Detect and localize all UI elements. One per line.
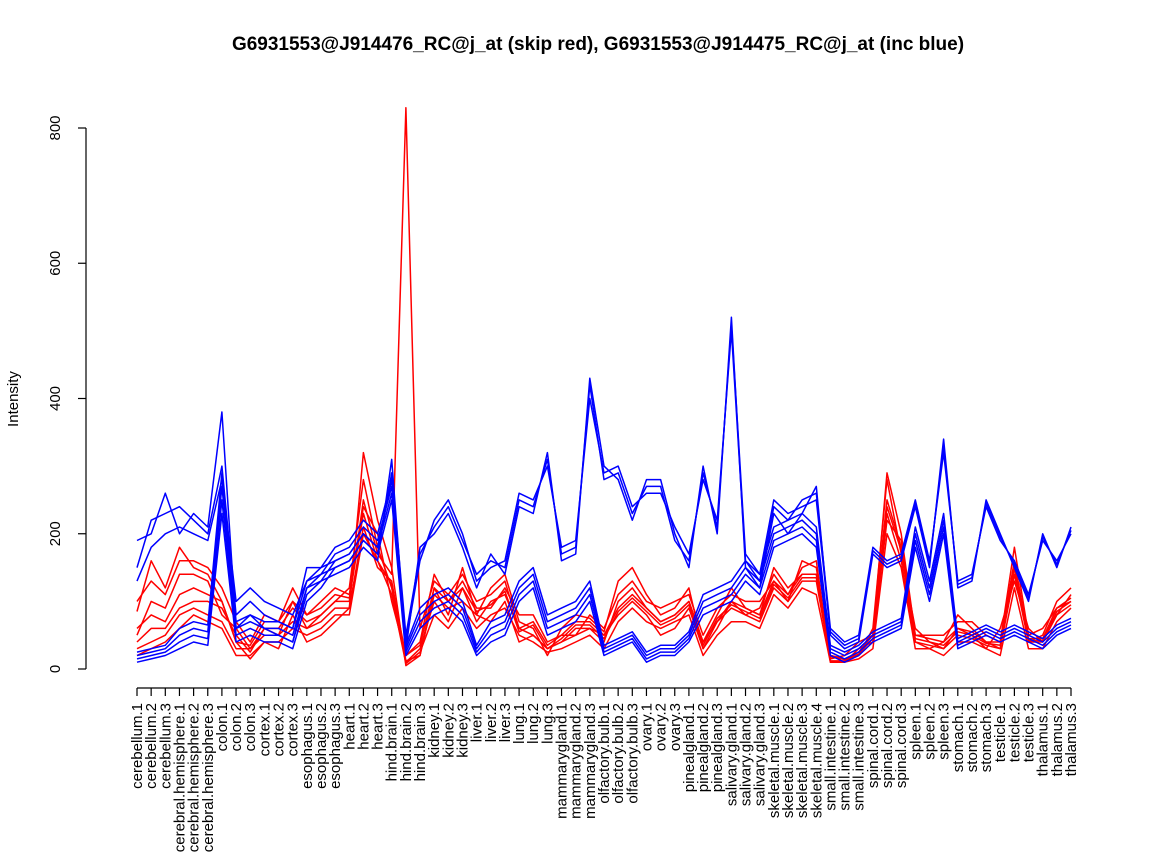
x-tick-label: cortex.3	[285, 703, 302, 756]
y-axis: 0 200 400 600 800	[47, 115, 87, 673]
x-tick-label: heart.1	[341, 703, 358, 750]
x-tick-label: stomach.3	[978, 703, 995, 772]
x-tick-label: salivary.gland.3	[752, 703, 769, 806]
x-tick-label: cerebral.hemisphere.3	[200, 703, 217, 852]
x-tick-label: thalamus.1	[1035, 703, 1052, 776]
x-tick-label: cerebellum.1	[129, 703, 146, 789]
x-tick-label: skeletal.muscle.3	[794, 703, 811, 818]
x-tick-label: pinealgland.1	[681, 703, 698, 792]
x-tick-label: colon.1	[214, 703, 231, 751]
x-tick-label: testicle.3	[1021, 703, 1038, 762]
series-line-inc-13	[136, 485, 1072, 657]
x-tick-label: cerebellum.3	[157, 703, 174, 789]
x-tick-label: olfactory.bulb.1	[596, 703, 613, 804]
x-tick-label: liver.2	[483, 703, 500, 742]
x-tick-label: testicle.2	[1006, 703, 1023, 762]
x-tick-label: mammarygland.1	[554, 703, 571, 819]
x-tick-label: esophagus.1	[299, 703, 316, 789]
x-tick-label: salivary.gland.1	[723, 703, 740, 806]
x-tick-label: hind.brain.3	[412, 703, 429, 781]
x-tick-label: cortex.1	[256, 703, 273, 756]
x-tick-label: ovary.3	[667, 703, 684, 751]
x-tick-label: cerebellum.2	[143, 703, 160, 789]
x-tick-label: hind.brain.2	[398, 703, 415, 781]
x-tick-label: spleen.1	[907, 703, 924, 760]
x-tick-label: kidney.1	[426, 703, 443, 758]
plot-area	[136, 106, 1072, 667]
series-line-inc-12	[136, 492, 1072, 660]
x-tick-label: colon.3	[242, 703, 259, 751]
x-tick-label: lung.1	[511, 703, 528, 744]
chart-title: G6931553@J914476_RC@j_at (skip red), G69…	[232, 34, 964, 55]
x-tick-label: pinealgland.3	[709, 703, 726, 792]
series-line-skip-7	[136, 505, 1072, 661]
x-tick-label: stomach.2	[964, 703, 981, 772]
series-line-inc-14	[136, 472, 1072, 653]
x-tick-label: spleen.2	[921, 703, 938, 760]
x-tick-label: pinealgland.2	[695, 703, 712, 792]
x-tick-label: spinal.cord.2	[879, 703, 896, 788]
x-tick-label: salivary.gland.2	[738, 703, 755, 806]
x-tick-label: cerebral.hemisphere.1	[171, 703, 188, 852]
y-tick-label: 400	[47, 386, 64, 411]
y-tick-label: 0	[47, 665, 64, 673]
x-tick-label: olfactory.bulb.2	[610, 703, 627, 804]
y-axis-label: Intensity	[5, 371, 22, 427]
x-tick-label: colon.2	[228, 703, 245, 751]
x-tick-label: spinal.cord.3	[893, 703, 910, 788]
x-tick-label: thalamus.2	[1049, 703, 1066, 776]
x-tick-label: skeletal.muscle.2	[780, 703, 797, 818]
x-tick-label: kidney.2	[440, 703, 457, 758]
y-tick-label: 800	[47, 115, 64, 140]
series-line-inc-11	[136, 499, 1072, 663]
x-tick-label: skeletal.muscle.1	[766, 703, 783, 818]
x-tick-label: ovary.2	[653, 703, 670, 751]
series-line-inc-8	[136, 316, 1072, 650]
x-tick-label: lung.2	[525, 703, 542, 744]
x-tick-label: small.intestine.3	[851, 703, 868, 811]
x-tick-label: hind.brain.1	[384, 703, 401, 781]
x-tick-label: small.intestine.2	[837, 703, 854, 811]
x-tick-label: heart.3	[370, 703, 387, 750]
x-axis: cerebellum.1cerebellum.2cerebellum.3cere…	[129, 687, 1080, 852]
x-tick-label: spleen.3	[936, 703, 953, 760]
x-tick-label: small.intestine.1	[822, 703, 839, 811]
x-tick-label: ovary.1	[638, 703, 655, 751]
x-tick-label: olfactory.bulb.3	[624, 703, 641, 804]
x-tick-label: liver.3	[497, 703, 514, 742]
x-tick-label: testicle.1	[992, 703, 1009, 762]
y-tick-label: 200	[47, 521, 64, 546]
x-tick-label: mammarygland.3	[582, 703, 599, 819]
x-tick-label: liver.1	[469, 703, 486, 742]
x-tick-label: cerebral.hemisphere.2	[186, 703, 203, 852]
x-tick-label: esophagus.2	[313, 703, 330, 789]
x-tick-label: spinal.cord.1	[865, 703, 882, 788]
x-tick-label: skeletal.muscle.4	[808, 703, 825, 818]
y-tick-label: 600	[47, 251, 64, 276]
x-tick-label: stomach.1	[950, 703, 967, 772]
x-tick-label: esophagus.3	[327, 703, 344, 789]
x-tick-label: cortex.2	[271, 703, 288, 756]
x-tick-label: thalamus.3	[1063, 703, 1080, 776]
x-tick-label: heart.2	[355, 703, 372, 750]
x-tick-label: mammarygland.2	[568, 703, 585, 819]
x-tick-label: lung.3	[539, 703, 556, 744]
x-tick-label: kidney.3	[454, 703, 471, 758]
series-line-inc-10	[136, 323, 1072, 647]
